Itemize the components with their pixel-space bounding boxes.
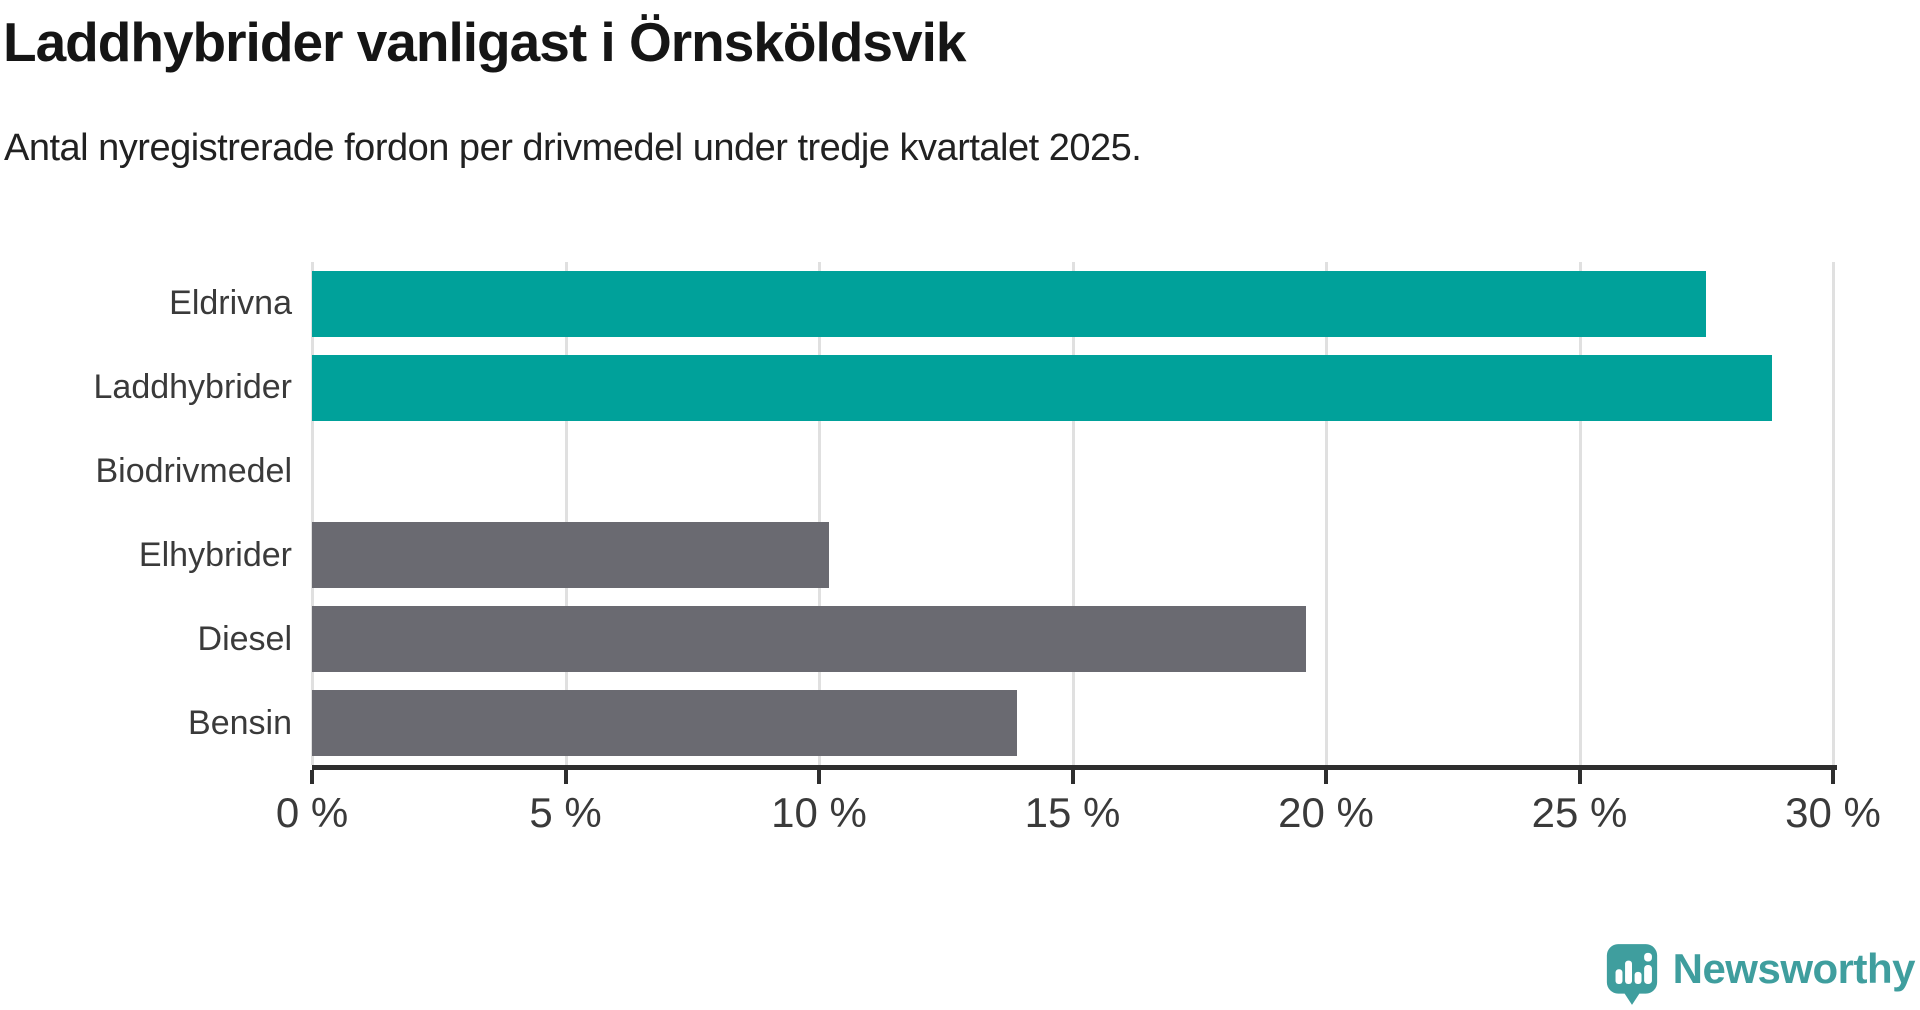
category-label-biodrivmedel: Biodrivmedel xyxy=(95,452,292,491)
bar-diesel xyxy=(312,606,1306,673)
gridline-15 xyxy=(1071,262,1075,765)
logo-exclamation-bar xyxy=(1643,964,1652,985)
plot-area xyxy=(311,262,1837,765)
x-tick-label-15: 15 % xyxy=(1024,789,1121,836)
x-tick-10 xyxy=(817,770,821,784)
x-axis-line xyxy=(312,765,1837,770)
bar-eldrivna xyxy=(312,270,1707,337)
newsworthy-wordmark: Newsworthy xyxy=(1672,944,1916,992)
gridline-30 xyxy=(1832,262,1835,765)
x-tick-30 xyxy=(1831,770,1835,784)
x-tick-0 xyxy=(310,770,314,784)
x-tick-label-25: 25 % xyxy=(1531,789,1628,836)
chart-title: Laddhybrider vanligast i Örnsköldsvik xyxy=(3,11,966,73)
x-tick-5 xyxy=(563,770,568,784)
bar-bensin xyxy=(312,690,1017,757)
x-tick-label-30: 30 % xyxy=(1785,789,1881,836)
newsworthy-bubble-chart-icon xyxy=(1606,944,1657,1005)
bar-row-laddhybrider xyxy=(312,346,1837,430)
x-tick-label-0: 0 % xyxy=(275,789,349,836)
x-tick-20 xyxy=(1324,770,1328,784)
logo-bar-small xyxy=(1615,969,1623,985)
gridline-20 xyxy=(1325,262,1328,765)
category-label-eldrivna: Eldrivna xyxy=(169,284,292,323)
x-tick-15 xyxy=(1070,770,1075,784)
gridline-0 xyxy=(311,262,314,765)
category-labels: Eldrivna Laddhybrider Biodrivmedel Elhybrid… xyxy=(0,262,292,765)
bar-row-elhybrider xyxy=(312,513,1837,597)
gridline-10 xyxy=(818,262,821,765)
x-tick-label-10: 10 % xyxy=(771,789,867,836)
x-tick-25 xyxy=(1577,770,1582,784)
category-label-laddhybrider: Laddhybrider xyxy=(93,368,292,407)
logo-bar-tall xyxy=(1624,960,1632,985)
chart-subtitle: Antal nyregistrerade fordon per drivmede… xyxy=(4,127,1142,169)
x-tick-label-5: 5 % xyxy=(529,789,602,836)
category-label-bensin: Bensin xyxy=(188,703,292,742)
gridline-25 xyxy=(1578,262,1582,765)
newsworthy-logo: Newsworthy xyxy=(1606,943,1916,1006)
bar-laddhybrider xyxy=(312,354,1773,421)
bar-rows xyxy=(312,262,1837,765)
bar-row-bensin xyxy=(312,681,1837,765)
logo-bar-medium xyxy=(1634,971,1642,985)
gridline-5 xyxy=(564,262,568,765)
logo-exclamation-dot xyxy=(1643,952,1652,962)
category-label-diesel: Diesel xyxy=(197,619,292,658)
bar-row-diesel xyxy=(312,597,1837,681)
bar-row-biodrivmedel xyxy=(312,430,1837,514)
category-label-elhybrider: Elhybrider xyxy=(138,535,292,574)
bar-elhybrider xyxy=(312,522,830,589)
x-tick-label-20: 20 % xyxy=(1278,789,1374,836)
bar-row-eldrivna xyxy=(312,262,1837,346)
